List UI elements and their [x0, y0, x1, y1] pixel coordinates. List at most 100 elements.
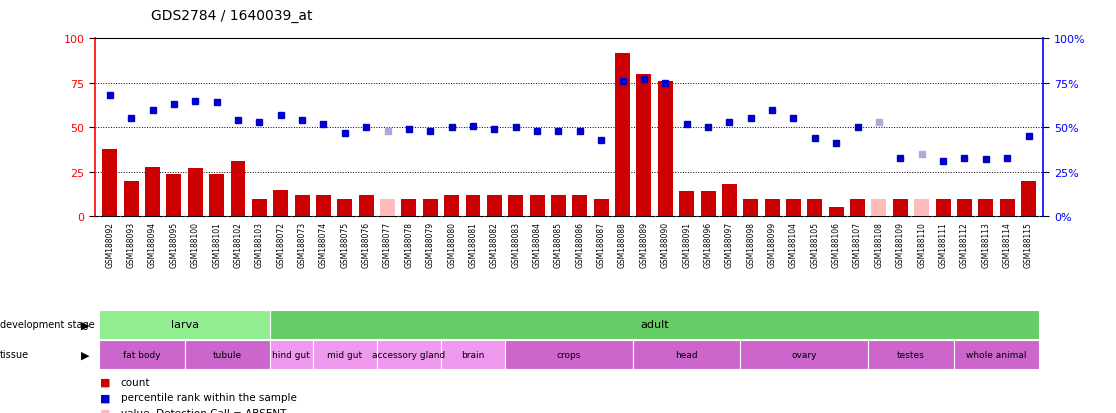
Text: GSM188099: GSM188099	[768, 221, 777, 268]
Bar	[103, 150, 117, 217]
Text: GSM188085: GSM188085	[554, 221, 562, 267]
Bar	[444, 195, 459, 217]
Text: ▶: ▶	[80, 349, 89, 359]
Text: ▶: ▶	[80, 320, 89, 330]
Text: GSM188073: GSM188073	[298, 221, 307, 268]
Bar	[312, 340, 377, 369]
Bar	[377, 340, 441, 369]
Bar	[680, 192, 694, 217]
Bar	[270, 310, 1039, 339]
Text: whole animal: whole animal	[966, 350, 1027, 359]
Text: GSM188093: GSM188093	[127, 221, 136, 268]
Text: GSM188074: GSM188074	[319, 221, 328, 268]
Text: GSM188101: GSM188101	[212, 221, 221, 267]
Text: accessory gland: accessory gland	[373, 350, 445, 359]
Text: GSM188106: GSM188106	[831, 221, 840, 267]
Bar	[594, 199, 608, 217]
Bar	[337, 199, 353, 217]
Text: ■: ■	[100, 377, 110, 387]
Text: GDS2784 / 1640039_at: GDS2784 / 1640039_at	[151, 9, 312, 23]
Text: GSM188115: GSM188115	[1024, 221, 1033, 267]
Bar	[722, 185, 737, 217]
Text: GSM188082: GSM188082	[490, 221, 499, 267]
Bar	[381, 199, 395, 217]
Bar	[786, 199, 801, 217]
Bar	[187, 169, 203, 217]
Bar	[145, 167, 160, 217]
Bar	[872, 199, 886, 217]
Text: development stage: development stage	[0, 320, 95, 330]
Text: GSM188090: GSM188090	[661, 221, 670, 268]
Text: GSM188103: GSM188103	[254, 221, 263, 267]
Bar	[209, 174, 224, 217]
Bar	[231, 162, 246, 217]
Text: GSM188112: GSM188112	[960, 221, 969, 267]
Bar	[295, 195, 309, 217]
Text: GSM188089: GSM188089	[639, 221, 648, 267]
Text: GSM188105: GSM188105	[810, 221, 819, 267]
Text: larva: larva	[171, 320, 199, 330]
Bar	[764, 199, 780, 217]
Text: GSM188104: GSM188104	[789, 221, 798, 267]
Bar	[508, 195, 523, 217]
Text: hind gut: hind gut	[272, 350, 310, 359]
Bar	[573, 195, 587, 217]
Text: count: count	[121, 377, 150, 387]
Text: GSM188079: GSM188079	[426, 221, 435, 268]
Text: GSM188109: GSM188109	[896, 221, 905, 267]
Bar	[273, 190, 288, 217]
Bar	[99, 340, 184, 369]
Bar	[166, 174, 182, 217]
Bar	[1021, 181, 1036, 217]
Bar	[743, 199, 758, 217]
Bar	[252, 199, 267, 217]
Text: GSM188081: GSM188081	[469, 221, 478, 267]
Bar	[740, 340, 868, 369]
Bar	[979, 199, 993, 217]
Text: GSM188095: GSM188095	[170, 221, 179, 268]
Text: testes: testes	[897, 350, 925, 359]
Bar	[701, 192, 715, 217]
Text: mid gut: mid gut	[327, 350, 363, 359]
Text: GSM188108: GSM188108	[875, 221, 884, 267]
Text: GSM188086: GSM188086	[576, 221, 585, 267]
Bar	[1000, 199, 1014, 217]
Text: GSM188077: GSM188077	[383, 221, 392, 268]
Text: GSM188100: GSM188100	[191, 221, 200, 267]
Text: GSM188098: GSM188098	[747, 221, 756, 267]
Bar	[124, 181, 138, 217]
Text: tubule: tubule	[213, 350, 242, 359]
Bar	[615, 53, 631, 217]
Bar	[465, 195, 481, 217]
Text: percentile rank within the sample: percentile rank within the sample	[121, 392, 297, 402]
Text: GSM188102: GSM188102	[233, 221, 242, 267]
Text: GSM188113: GSM188113	[981, 221, 990, 267]
Bar	[935, 199, 951, 217]
Bar	[807, 199, 822, 217]
Text: tissue: tissue	[0, 349, 29, 359]
Text: GSM188075: GSM188075	[340, 221, 349, 268]
Bar	[829, 208, 844, 217]
Text: GSM188078: GSM188078	[404, 221, 413, 267]
Text: brain: brain	[461, 350, 484, 359]
Text: GSM188072: GSM188072	[277, 221, 286, 267]
Text: adult: adult	[641, 320, 668, 330]
Bar	[551, 195, 566, 217]
Text: GSM188092: GSM188092	[105, 221, 114, 267]
Text: GSM188084: GSM188084	[532, 221, 541, 267]
Bar	[316, 195, 331, 217]
Text: GSM188076: GSM188076	[362, 221, 371, 268]
Text: ovary: ovary	[791, 350, 817, 359]
Bar	[99, 310, 270, 339]
Text: GSM188087: GSM188087	[597, 221, 606, 267]
Text: ■: ■	[100, 392, 110, 402]
Text: GSM188091: GSM188091	[682, 221, 691, 267]
Bar	[633, 340, 740, 369]
Bar	[402, 199, 416, 217]
Bar	[850, 199, 865, 217]
Bar	[893, 199, 907, 217]
Text: crops: crops	[557, 350, 581, 359]
Bar	[423, 199, 437, 217]
Text: GSM188107: GSM188107	[853, 221, 862, 267]
Bar	[954, 340, 1039, 369]
